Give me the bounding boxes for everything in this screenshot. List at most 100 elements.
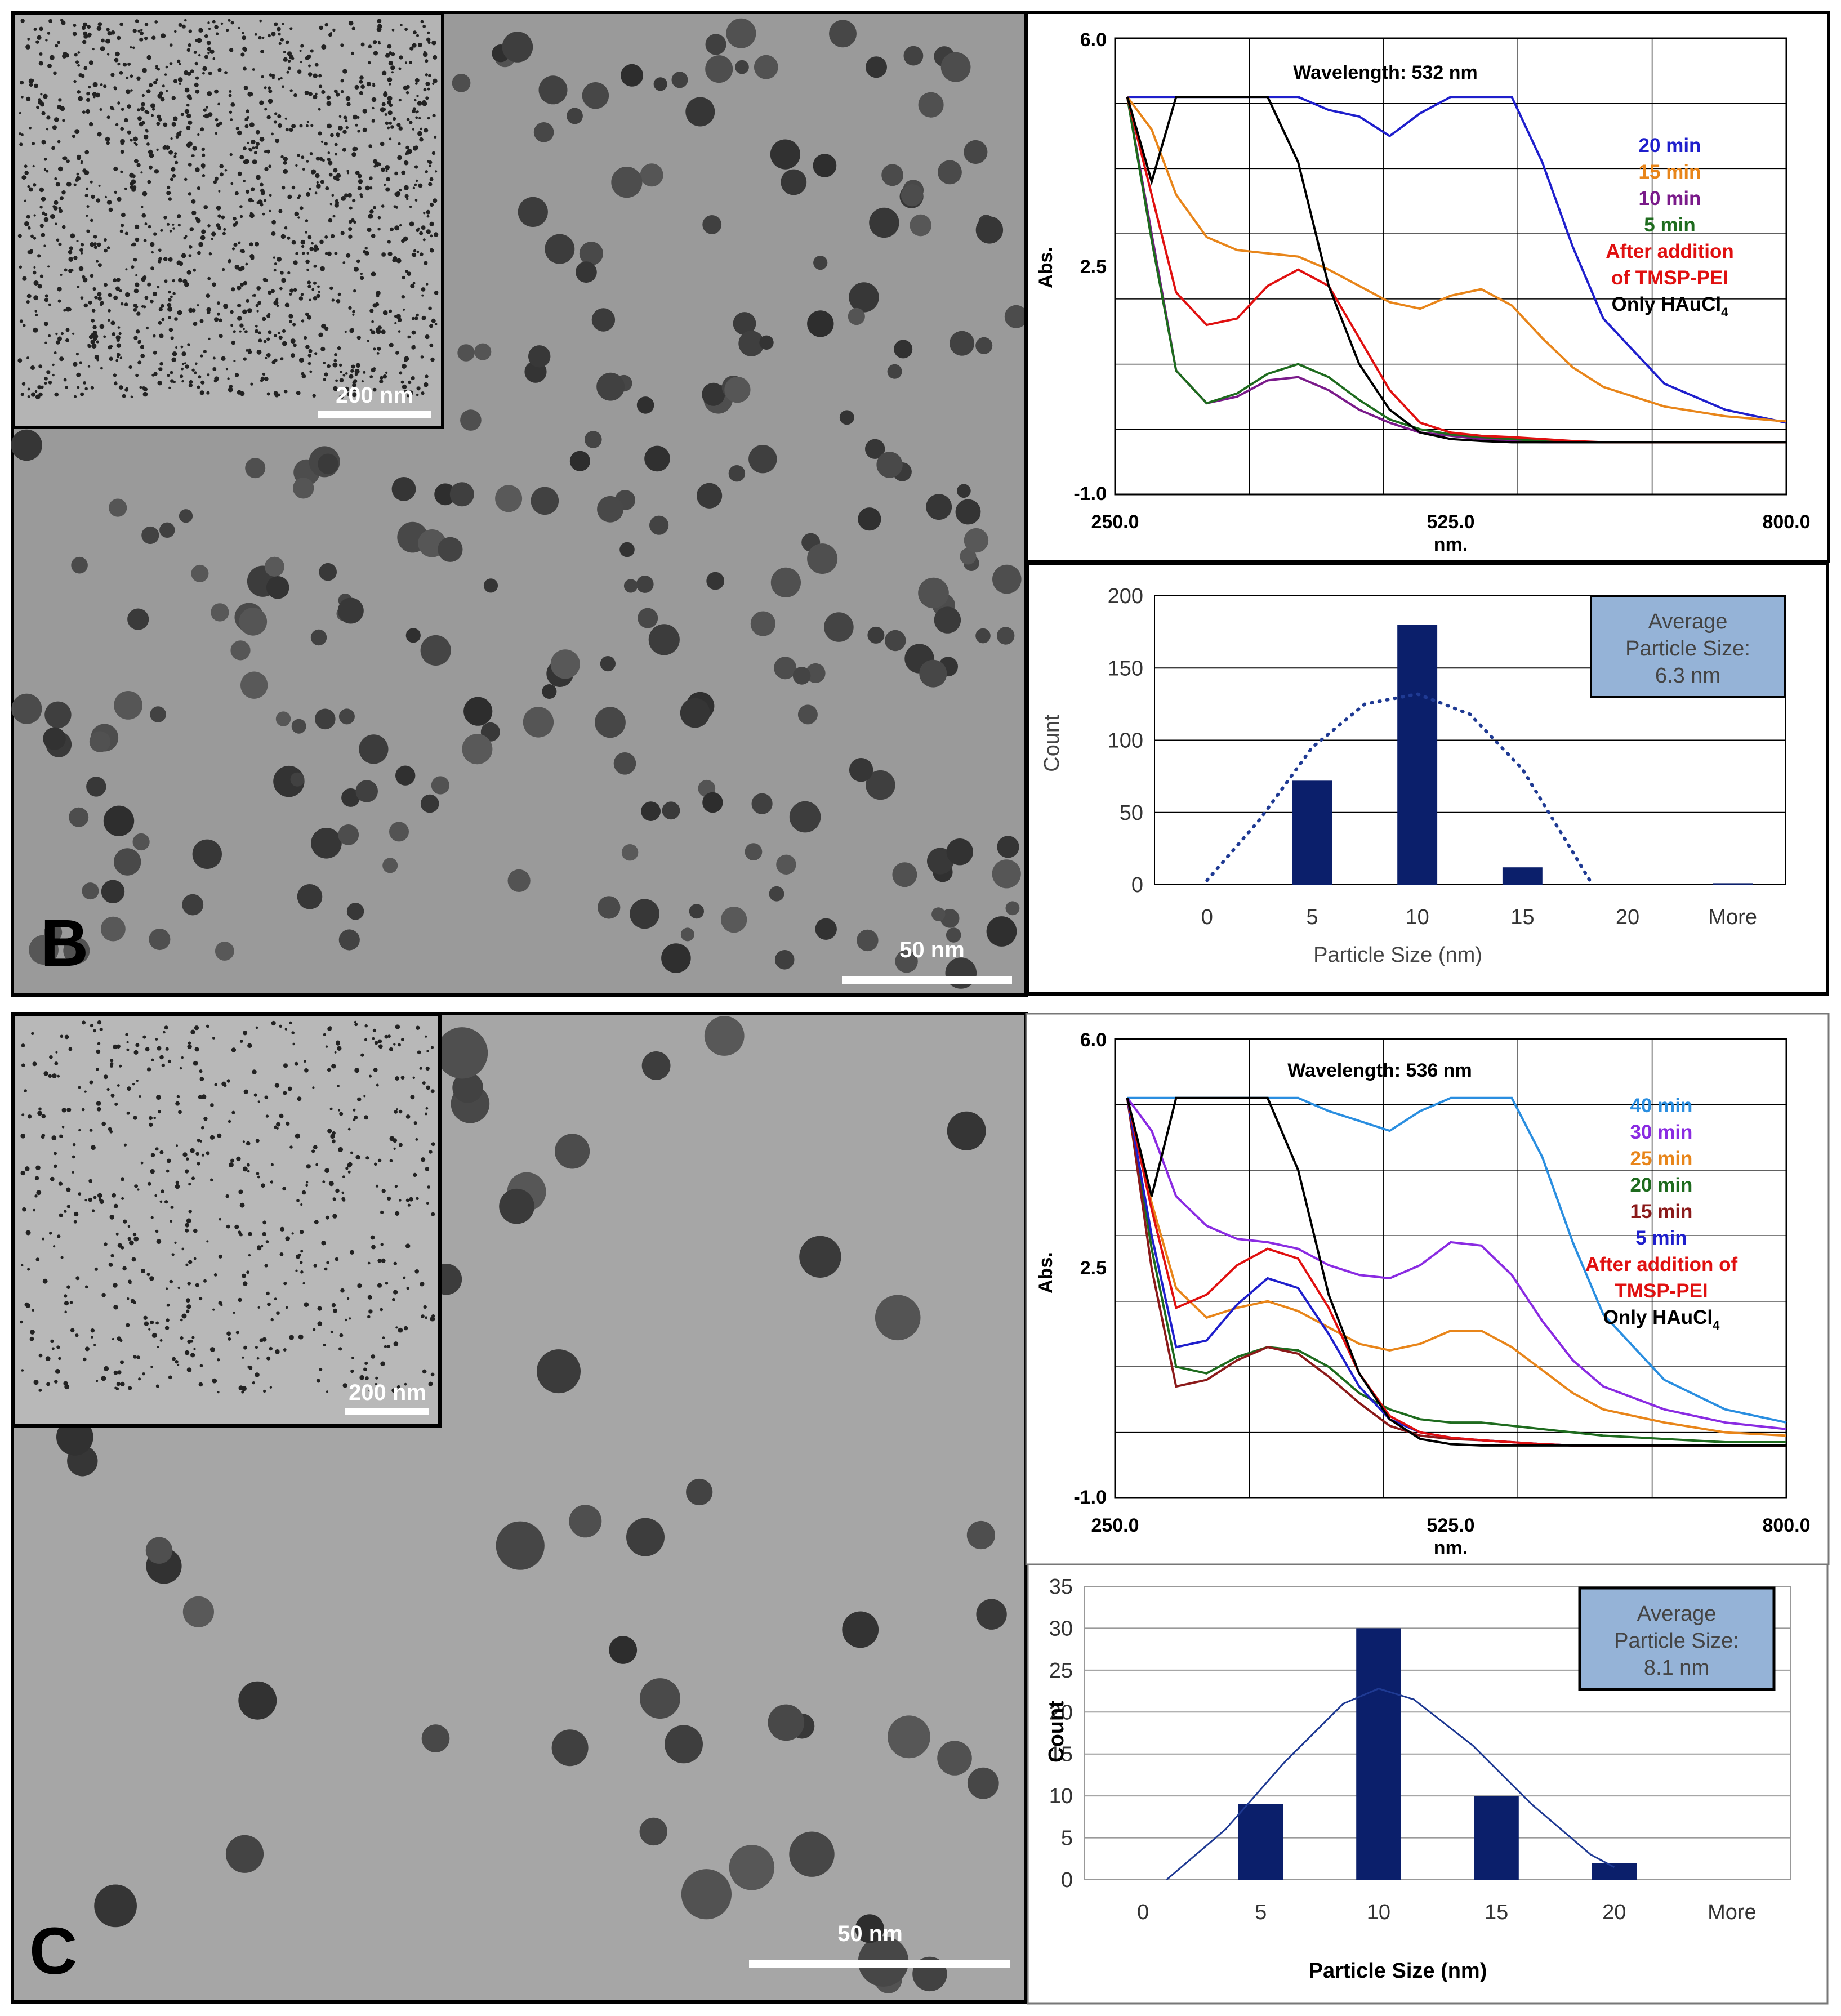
inset-dot <box>90 274 94 278</box>
inset-dot <box>260 376 265 381</box>
inset-dot <box>291 240 296 245</box>
inset-dot <box>189 227 194 231</box>
inset-dot <box>19 142 23 146</box>
nanoparticle <box>621 844 639 861</box>
inset-dot <box>260 188 265 193</box>
inset-dot <box>271 220 276 225</box>
inset-dot <box>242 1281 248 1286</box>
inset-dot <box>278 32 281 36</box>
inset-dot <box>212 57 216 60</box>
inset-dot <box>240 283 244 287</box>
inset-dot <box>364 1024 368 1028</box>
inset-dot <box>107 31 112 36</box>
inset-dot <box>275 1349 280 1354</box>
nanoparticle <box>538 75 568 105</box>
inset-dot <box>269 1346 273 1351</box>
nanoparticle <box>937 1741 972 1776</box>
inset-dot <box>186 94 192 99</box>
inset-dot <box>307 362 311 365</box>
inset-dot <box>429 324 434 328</box>
inset-dot <box>340 79 344 83</box>
inset-dot <box>56 1345 60 1349</box>
inset-dot <box>238 26 240 29</box>
inset-dot <box>273 256 275 259</box>
inset-dot <box>234 265 240 270</box>
inset-dot <box>426 209 431 215</box>
inset-dot <box>108 293 112 297</box>
inset-dot <box>165 65 168 69</box>
inset-dot <box>223 1083 227 1087</box>
nanoparticle <box>420 794 439 813</box>
inset-dot <box>257 1175 260 1179</box>
inset-dot <box>216 205 221 211</box>
inset-dot <box>295 252 298 256</box>
inset-dot <box>93 1196 97 1199</box>
nanoparticle <box>919 659 947 688</box>
inset-dot <box>97 1020 102 1025</box>
inset-dot <box>398 1043 401 1047</box>
inset-dot <box>256 201 260 205</box>
inset-dot <box>237 286 242 291</box>
nanoparticle <box>768 1704 805 1741</box>
inset-dot <box>296 1199 300 1203</box>
inset-dot <box>409 61 413 64</box>
inset-dot <box>317 285 320 288</box>
nanoparticle <box>866 770 895 800</box>
inset-dot <box>242 46 247 51</box>
inset-dot <box>75 1276 80 1281</box>
nanoparticle <box>721 907 747 933</box>
inset-dot <box>337 346 341 350</box>
inset-dot <box>395 1211 400 1216</box>
inset-dot <box>404 356 409 362</box>
inset-dot <box>20 1320 23 1324</box>
inset-dot <box>115 1232 119 1236</box>
inset-dot <box>237 171 242 176</box>
inset-dot <box>283 1063 288 1068</box>
inset-dot <box>262 1337 267 1342</box>
inset-dot <box>54 1152 57 1156</box>
inset-dot <box>59 1134 63 1139</box>
inset-dot <box>130 74 133 78</box>
inset-dot <box>215 32 219 35</box>
inset-dot <box>118 385 123 390</box>
inset-dot <box>28 78 34 84</box>
inset-dot <box>72 1171 74 1174</box>
inset-dot <box>353 221 356 224</box>
inset-dot <box>331 298 335 302</box>
inset-dot <box>190 1029 195 1034</box>
nanoparticle <box>145 1537 173 1564</box>
inset-dot <box>195 1152 199 1156</box>
inset-dot <box>147 284 150 287</box>
nanoparticle <box>735 60 749 74</box>
tem-image-c: 200 nm 50 nm C <box>11 1012 1028 2004</box>
inset-dot <box>184 177 188 181</box>
inset-dot <box>277 114 282 118</box>
inset-dot <box>385 53 390 58</box>
inset-dot <box>182 1152 188 1157</box>
inset-dot <box>65 328 70 332</box>
inset-dot <box>281 185 286 190</box>
inset-dot <box>29 83 33 87</box>
inset-dot <box>137 29 141 33</box>
inset-dot <box>117 102 121 105</box>
nanoparticle <box>967 1767 999 1799</box>
inset-dot <box>133 1355 137 1359</box>
inset-dot <box>139 122 144 127</box>
inset-dot <box>135 1184 138 1188</box>
inset-dot <box>151 1332 157 1338</box>
inset-dot <box>54 1061 59 1065</box>
inset-dot <box>150 1169 155 1174</box>
inset-dot <box>397 155 402 160</box>
nanoparticle <box>69 807 89 827</box>
inset-dot <box>307 72 313 77</box>
inset-dot <box>346 1297 350 1300</box>
inset-dot <box>434 323 438 325</box>
inset-dot <box>418 43 422 47</box>
inset-dot <box>230 118 233 121</box>
inset-dot <box>291 124 296 128</box>
inset-dot <box>427 117 430 120</box>
inset-dot <box>54 117 59 122</box>
inset-dot <box>340 43 344 47</box>
inset-dot <box>264 1095 269 1099</box>
inset-dot <box>266 1291 270 1296</box>
